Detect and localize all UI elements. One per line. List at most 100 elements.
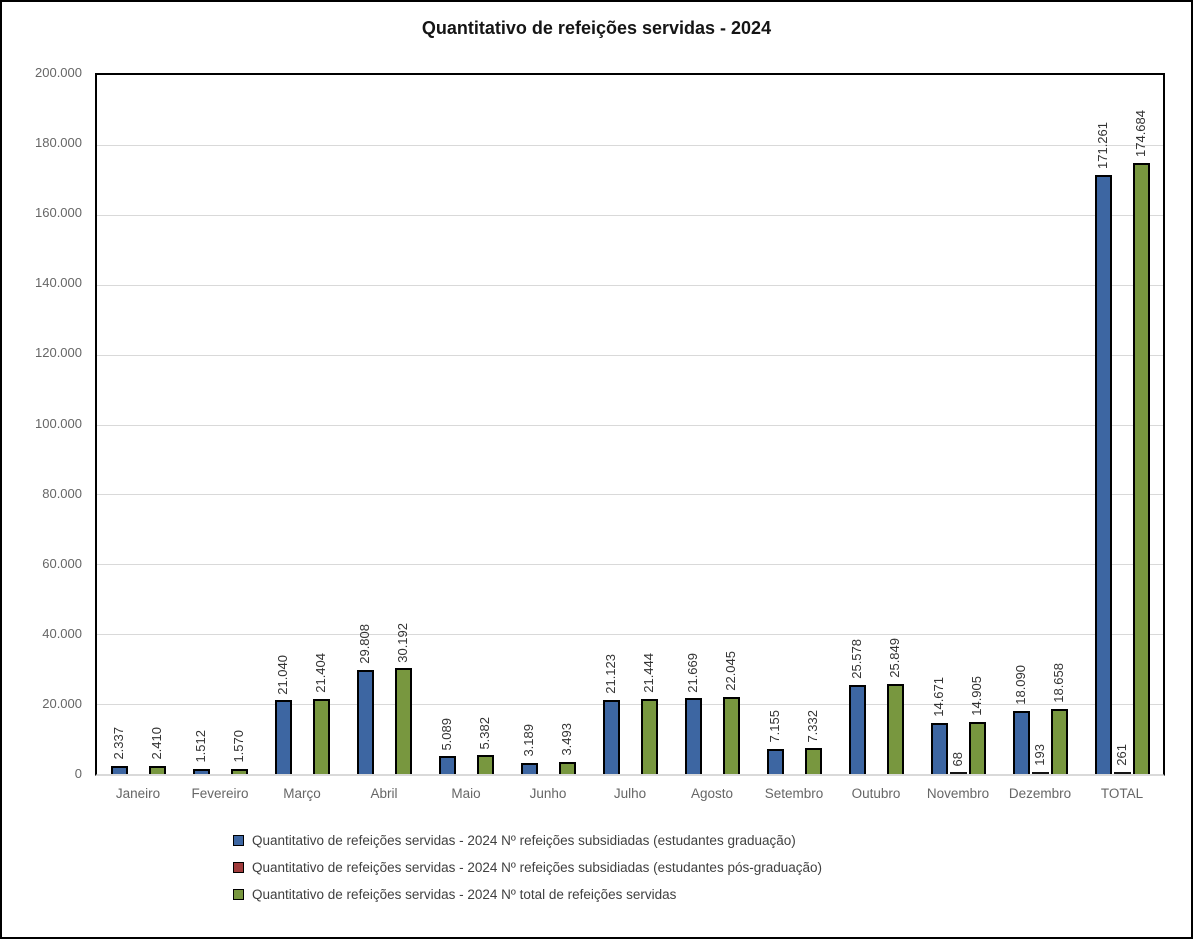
bar-novembro-series-3: [968, 721, 986, 774]
bar-junho-series-3: [558, 761, 576, 774]
y-axis-tick-label: 0: [74, 766, 82, 781]
bar-value-label-junho-series-3: 3.493: [559, 723, 574, 756]
legend-label: Quantitativo de refeições servidas - 202…: [252, 833, 796, 848]
legend-swatch-icon: [233, 835, 244, 846]
bar-total-series-3: [1132, 163, 1150, 774]
gridline: [97, 704, 1163, 706]
bar-dezembro-series-3: [1050, 708, 1068, 774]
bar-value-label-outubro-series-1: 25.578: [849, 638, 864, 679]
bar-maio-series-3: [476, 755, 494, 774]
bar-value-label-fevereiro-series-1: 1.512: [193, 730, 208, 763]
x-axis-category-label-setembro: Setembro: [764, 786, 824, 801]
y-axis-tick-label: 60.000: [42, 555, 82, 571]
bar-abril-series-1: [356, 669, 374, 774]
bar-value-label-janeiro-series-1: 2.337: [111, 727, 126, 760]
bar-value-label-agosto-series-3: 22.045: [723, 651, 738, 691]
bar-value-label-maio-series-3: 5.382: [477, 716, 492, 750]
chart-title: Quantitativo de refeições servidas - 202…: [421, 18, 772, 38]
bar-novembro-series-2: [949, 772, 967, 774]
bar-janeiro-series-1: [110, 765, 128, 774]
x-axis-category-label-agosto: Agosto: [690, 786, 734, 801]
bar-value-label-novembro-series-2: 68: [950, 751, 965, 766]
legend: Quantitativo de refeições servidas - 202…: [233, 833, 822, 902]
y-axis-tick-label: 200.000: [35, 65, 82, 80]
y-axis-tick-label: 120.000: [35, 345, 82, 361]
bar-janeiro-series-3: [148, 765, 166, 774]
y-axis-tick-label: 180.000: [35, 135, 82, 151]
bar-total-series-1: [1094, 175, 1112, 774]
y-axis-tick-label: 100.000: [35, 415, 82, 431]
bar-abril-series-3: [394, 668, 412, 774]
bar-agosto-series-3: [722, 696, 740, 774]
gridline: [97, 494, 1163, 496]
bar-value-label-dezembro-series-2: 193: [1032, 744, 1047, 766]
plot-area: 2.337 2.410 1.512 1.570 21.040 21.404 29.808 30…: [95, 73, 1165, 776]
bar-value-label-novembro-series-3: 14.905: [969, 676, 984, 716]
bar-value-label-setembro-series-3: 7.332: [805, 709, 820, 743]
x-axis-category-label-junho: Junho: [529, 786, 567, 801]
legend-item-series-1: Quantitativo de refeições servidas - 202…: [233, 833, 822, 848]
x-axis-category-label-fevereiro: Fevereiro: [191, 786, 249, 801]
bar-maio-series-1: [438, 756, 456, 774]
bar-outubro-series-3: [886, 683, 904, 774]
bar-value-label-total-series-2: 261: [1114, 744, 1129, 766]
bar-value-label-julho-series-3: 21.444: [641, 653, 656, 694]
bar-novembro-series-1: [930, 722, 948, 774]
bar-outubro-series-1: [848, 684, 866, 774]
x-axis-category-label-julho: Julho: [613, 786, 647, 801]
x-axis-category-label-dezembro: Dezembro: [1008, 786, 1072, 801]
bar-value-label-julho-series-1: 21.123: [603, 654, 618, 695]
legend-label: Quantitativo de refeições servidas - 202…: [252, 887, 677, 902]
bar-julho-series-1: [602, 700, 620, 774]
bar-value-label-novembro-series-1: 14.671: [931, 676, 946, 717]
bar-dezembro-series-2: [1031, 772, 1049, 774]
bar-value-label-maio-series-1: 5.089: [439, 717, 454, 751]
gridline: [97, 424, 1163, 426]
bar-value-label-setembro-series-1: 7.155: [767, 710, 782, 743]
bar-setembro-series-3: [804, 748, 822, 774]
bar-value-label-agosto-series-1: 21.669: [685, 652, 700, 693]
x-axis-category-label-janeiro: Janeiro: [115, 786, 161, 801]
x-axis-category-label-maio: Maio: [451, 786, 481, 801]
bar-agosto-series-1: [684, 698, 702, 774]
x-axis-category-label-marc-o: Março: [283, 786, 321, 801]
x-axis-category-label-novembro: Novembro: [926, 786, 990, 801]
bar-value-label-dezembro-series-1: 18.090: [1013, 665, 1028, 705]
bar-value-label-total-series-1: 171.261: [1095, 122, 1110, 170]
y-axis-tick-label: 20.000: [42, 695, 82, 711]
y-axis-tick-label: 140.000: [35, 275, 82, 291]
bar-junho-series-1: [520, 762, 538, 774]
bar-total-series-2: [1113, 772, 1131, 774]
gridline: [97, 564, 1163, 566]
y-axis-tick-label: 160.000: [35, 205, 82, 221]
bar-value-label-fevereiro-series-3: 1.570: [231, 729, 246, 763]
bar-fevereiro-series-3: [230, 768, 248, 774]
bar-marc-o-series-3: [312, 699, 330, 774]
bar-value-label-abril-series-1: 29.808: [357, 624, 372, 664]
x-axis-category-label-outubro: Outubro: [851, 786, 901, 801]
bar-value-label-total-series-3: 174.684: [1133, 110, 1148, 158]
bar-value-label-dezembro-series-3: 18.658: [1051, 663, 1066, 703]
legend-label: Quantitativo de refeições servidas - 202…: [252, 860, 822, 875]
bar-dezembro-series-1: [1012, 710, 1030, 774]
gridline: [97, 354, 1163, 356]
bar-value-label-abril-series-3: 30.192: [395, 622, 410, 663]
bar-julho-series-3: [640, 699, 658, 774]
bar-value-label-junho-series-1: 3.189: [521, 724, 536, 757]
gridline: [97, 144, 1163, 146]
bar-value-label-outubro-series-3: 25.849: [887, 637, 902, 678]
gridline: [97, 634, 1163, 636]
bar-setembro-series-1: [766, 749, 784, 774]
x-axis-category-label-total: TOTAL: [1100, 786, 1144, 801]
gridline: [97, 284, 1163, 286]
bar-fevereiro-series-1: [192, 768, 210, 774]
y-axis-tick-label: 80.000: [42, 485, 82, 501]
legend-item-series-3: Quantitativo de refeições servidas - 202…: [233, 887, 822, 902]
bar-value-label-marc-o-series-3: 21.404: [313, 653, 328, 694]
bar-value-label-marc-o-series-1: 21.040: [275, 654, 290, 695]
bar-marc-o-series-1: [274, 700, 292, 774]
legend-item-series-2: Quantitativo de refeições servidas - 202…: [233, 860, 822, 875]
legend-swatch-icon: [233, 889, 244, 900]
gridline: [97, 214, 1163, 216]
